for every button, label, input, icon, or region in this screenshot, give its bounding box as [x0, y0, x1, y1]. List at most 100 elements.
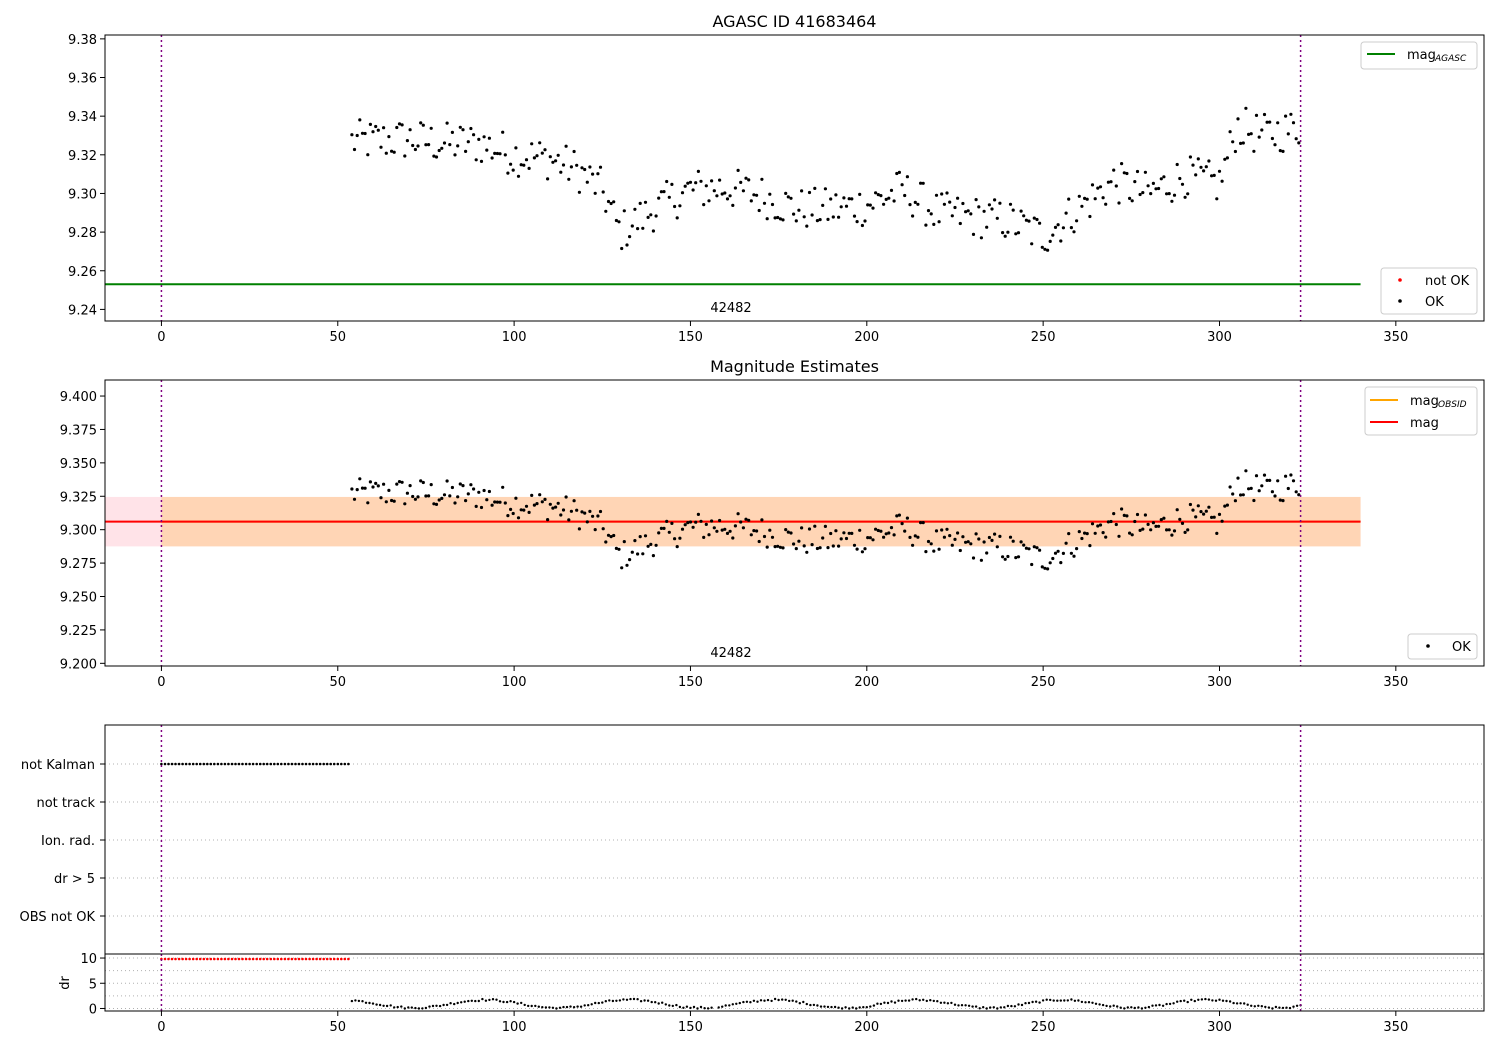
ok-point [514, 496, 518, 500]
ok-point [382, 126, 386, 130]
ok-point [778, 545, 783, 549]
dr-point [869, 1005, 872, 1008]
ok-point [696, 512, 701, 517]
dr-point [541, 1006, 544, 1009]
p4-xtick-label: 350 [1383, 1020, 1408, 1035]
dr-not-ok-point [336, 957, 340, 961]
dr-point [495, 998, 498, 1001]
dr-point [812, 1003, 816, 1007]
ok-point [1273, 494, 1277, 498]
ok-point [532, 503, 537, 507]
ok-point [638, 201, 642, 205]
ok-point [1273, 143, 1277, 147]
dr-not-ok-point [280, 957, 283, 961]
ok-point [887, 531, 891, 535]
ok-point [636, 552, 640, 556]
ok-point [1083, 196, 1087, 200]
ok-point [456, 144, 460, 148]
p1-xtick-label: 250 [1031, 330, 1056, 345]
ok-point [355, 488, 359, 492]
p4-xtick-label: 100 [502, 1020, 527, 1035]
dr-not-ok-point [195, 957, 198, 961]
ok-point [1202, 169, 1206, 173]
ok-point [786, 530, 790, 534]
flag-point [294, 762, 297, 766]
ok-point [773, 216, 777, 220]
dr-point [1049, 998, 1052, 1002]
ok-point [1257, 489, 1261, 493]
ok-point [371, 485, 375, 489]
ok-point [392, 499, 396, 503]
ok-point [961, 535, 965, 539]
ok-point [691, 188, 695, 192]
dr-point [484, 999, 488, 1002]
ok-point [1260, 484, 1264, 488]
ok-point [1016, 555, 1021, 559]
ok-point [434, 502, 439, 506]
ok-point [604, 540, 608, 544]
p2-xtick-label: 100 [502, 675, 527, 690]
ok-point [1006, 230, 1010, 234]
ok-point [945, 191, 949, 195]
dr-point [950, 1001, 953, 1005]
p1-ytick-label: 9.30 [68, 187, 97, 202]
ok-point [776, 544, 780, 548]
dr-point [855, 1007, 858, 1010]
ok-point [413, 497, 417, 501]
dr-not-ok-point [202, 957, 206, 961]
ok-point [1051, 556, 1055, 561]
ok-point [1233, 149, 1237, 154]
dr-point [781, 998, 784, 1001]
ok-point [1170, 533, 1174, 537]
ok-point [958, 548, 962, 553]
ok-point [646, 544, 650, 548]
ok-point [1262, 473, 1267, 477]
ok-point [871, 538, 875, 542]
ok-point [1040, 565, 1044, 569]
ok-point [916, 202, 920, 206]
dr-point [594, 1001, 597, 1005]
dr-point [1292, 1005, 1295, 1008]
ok-point [1109, 180, 1113, 184]
ok-point [1104, 535, 1108, 539]
flag-point [340, 762, 343, 766]
ok-point [1204, 509, 1208, 513]
ok-point [1053, 225, 1058, 229]
flag-point [269, 762, 273, 766]
ok-point [1265, 120, 1269, 124]
dr-point [562, 1005, 565, 1009]
ok-point [1175, 508, 1179, 512]
dr-point [710, 1006, 713, 1009]
ok-point [588, 509, 592, 513]
ok-point [686, 181, 690, 185]
dr-point [816, 1004, 819, 1007]
ok-point [1178, 176, 1182, 181]
dr-not-ok-point [269, 957, 273, 961]
dr-point [1116, 1005, 1119, 1008]
ok-point [527, 510, 531, 514]
ok-point [810, 543, 814, 547]
dr-not-ok-point [209, 957, 213, 961]
flag-point [227, 762, 230, 766]
ok-point [1262, 112, 1267, 117]
ok-point [617, 220, 621, 224]
ok-point [511, 511, 515, 516]
dr-ytick-label: 5 [89, 977, 97, 992]
ok-point [559, 170, 563, 174]
ok-point [1172, 193, 1177, 197]
flag-point [315, 762, 318, 766]
ok-point [1064, 541, 1068, 545]
ok-point [874, 191, 878, 195]
ok-point [1090, 183, 1095, 187]
ok-point [572, 499, 576, 503]
dr-not-ok-point [223, 957, 227, 961]
ok-point [1030, 242, 1034, 246]
ok-point [1032, 545, 1036, 549]
ok-point [934, 529, 939, 533]
ok-point [585, 520, 589, 524]
dr-point [735, 1002, 738, 1005]
panel-dr: 0 5 10 dr 0 50 100 150 200 250 300 350 [58, 952, 1485, 1035]
ok-point [800, 189, 804, 193]
ok-point [1040, 245, 1044, 249]
legend-marker-ok [1398, 299, 1402, 303]
